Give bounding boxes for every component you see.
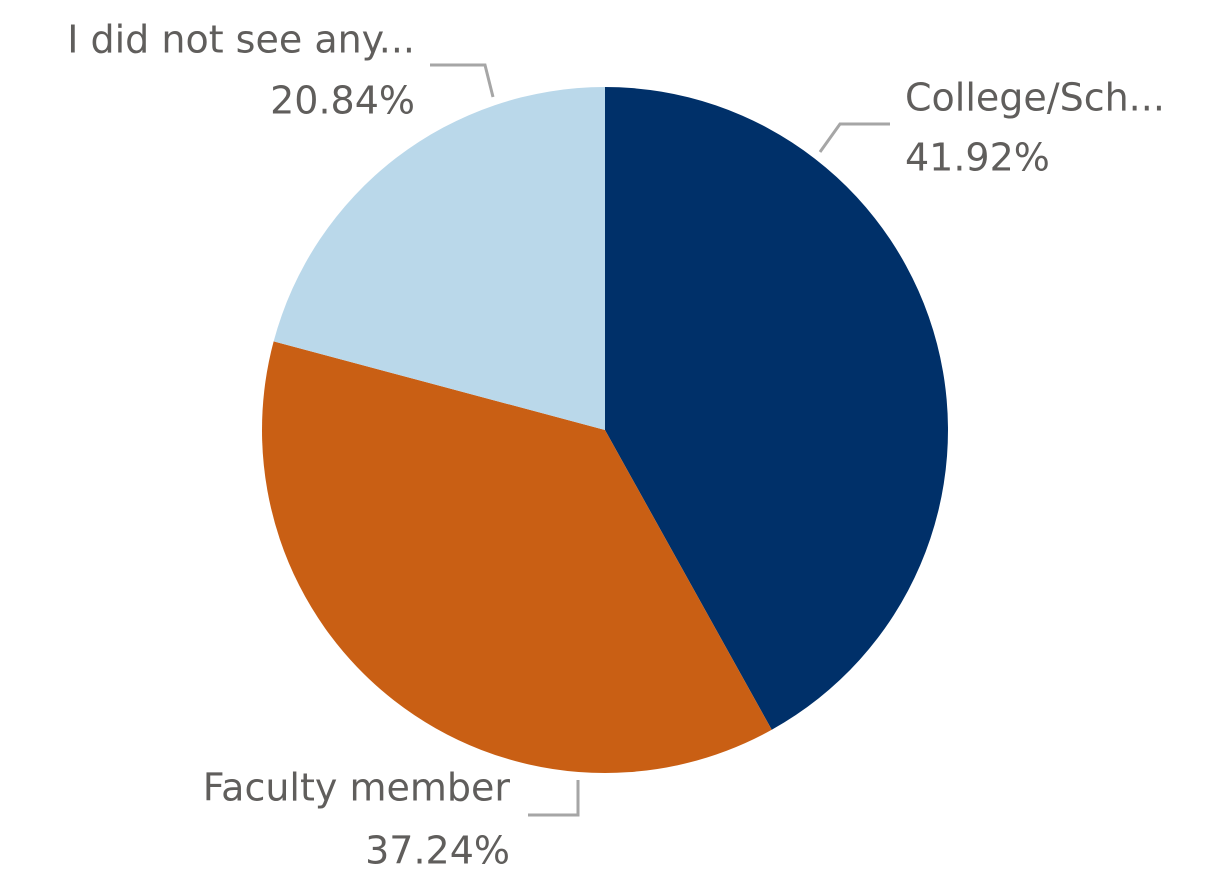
slice-value-label: 20.84% [270, 79, 415, 123]
slice-label: Faculty member [203, 766, 511, 810]
slice-label: College/Sch... [905, 76, 1165, 120]
pie-slice [273, 87, 605, 430]
slice-value-label: 37.24% [365, 829, 510, 873]
pie-slice [262, 341, 772, 773]
pie-slice [605, 87, 948, 730]
slice-label: I did not see any... [67, 18, 415, 62]
leader-line [528, 780, 580, 817]
leader-line [818, 122, 890, 153]
slice-value-label: 41.92% [905, 136, 1050, 180]
leader-line [430, 63, 495, 98]
